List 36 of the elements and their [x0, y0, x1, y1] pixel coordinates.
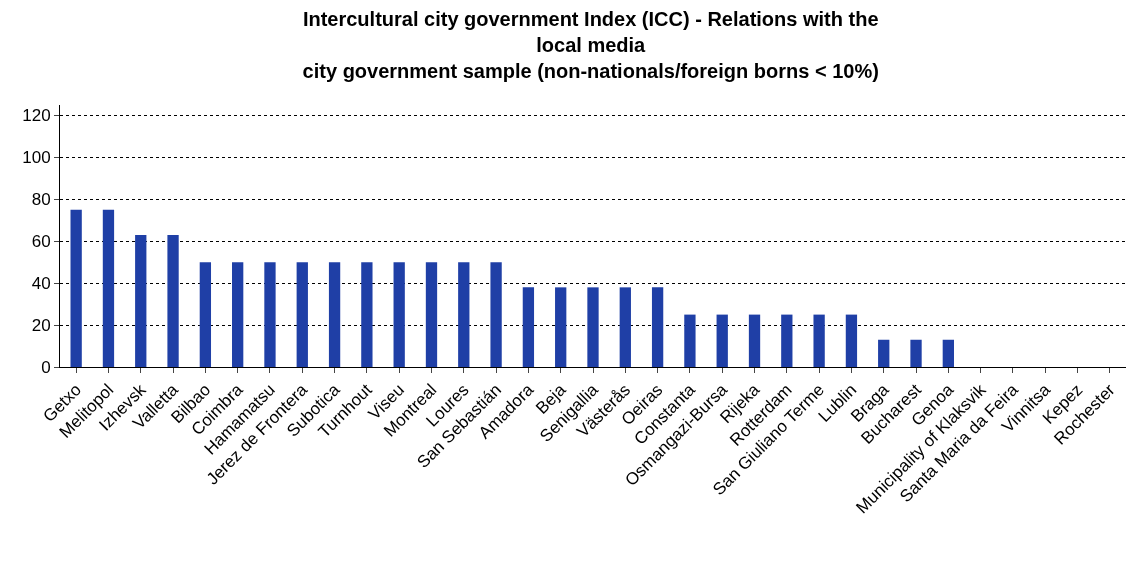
bar [845, 314, 858, 367]
chart-subtitle: city government sample (non-nationals/foreign borns < 10%) [302, 59, 879, 82]
bar [878, 339, 890, 367]
bar [942, 339, 954, 367]
y-tick-label: 60 [31, 232, 51, 252]
y-tick-label: 0 [41, 357, 51, 377]
bar [813, 314, 825, 367]
y-tick-label: 80 [31, 190, 51, 210]
bar [199, 262, 212, 367]
bar [587, 287, 599, 367]
bar [555, 287, 567, 367]
bar [328, 262, 341, 367]
bar [135, 234, 147, 367]
bar [70, 209, 82, 367]
bar [167, 234, 179, 367]
bar [716, 314, 728, 367]
bar [490, 262, 502, 367]
y-tick-label: 40 [31, 274, 51, 294]
bar [684, 314, 696, 367]
bar [425, 262, 438, 367]
bar [296, 262, 308, 367]
bar [232, 262, 244, 367]
bar [458, 262, 470, 367]
bar [102, 209, 115, 367]
bar [748, 314, 761, 367]
y-tick-label: 20 [31, 316, 51, 336]
y-tick-label: 100 [22, 148, 51, 168]
bar [781, 314, 793, 367]
y-tick-label: 120 [22, 106, 51, 126]
bar [264, 262, 276, 367]
bar [522, 287, 535, 367]
bar [393, 262, 405, 367]
bar [651, 287, 664, 367]
bar [619, 287, 631, 367]
bar [361, 262, 373, 367]
bar [910, 339, 922, 367]
